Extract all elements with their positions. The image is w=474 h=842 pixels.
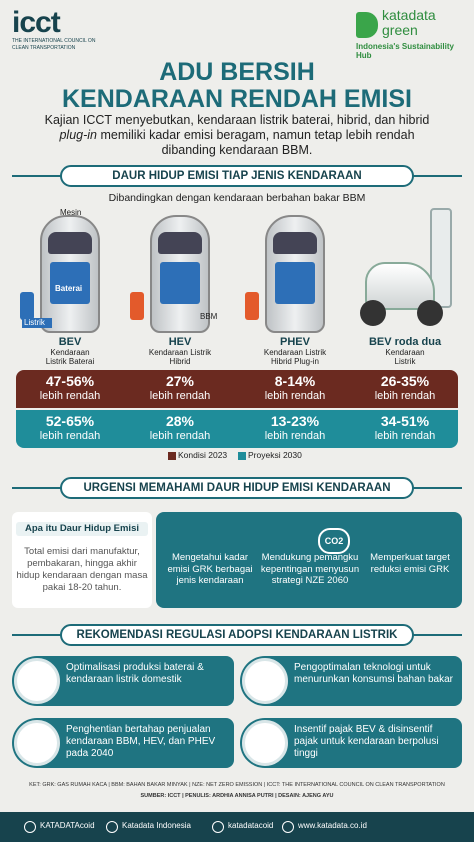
value-text: 34-51% (380, 413, 430, 429)
recommendation-icon (14, 720, 60, 766)
footer-credits: SUMBER: ICCT | PENULIS: ARDHIA ANNISA PU… (140, 793, 334, 799)
value-sub: lebih rendah (264, 430, 326, 442)
social-handle: Katadata Indonesia (122, 821, 191, 830)
section-pill: URGENSI MEMAHAMI DAUR HIDUP EMISI KENDAR… (60, 477, 414, 499)
section-pill: REKOMENDASI REGULASI ADOPSI KENDARAAN LI… (60, 624, 414, 646)
title-line: KENDARAAN RENDAH EMISI (61, 85, 412, 113)
fuel-pump (245, 292, 259, 320)
urgency-panel (156, 512, 462, 608)
row-band (16, 410, 458, 448)
part-label: BBM (200, 312, 218, 321)
title-line: ADU BERSIH (159, 58, 315, 86)
logo-icon (356, 12, 378, 38)
value-sub: lebih rendah (149, 430, 211, 442)
info-box-title: Apa itu Daur Hidup Emisi (16, 522, 148, 536)
legend-swatch (238, 452, 246, 460)
intro-part: memiliki kadar emisi beragam, namun teta… (97, 128, 415, 157)
logo-left: icct (12, 6, 61, 39)
logo-right: katadata green (382, 7, 436, 38)
value-text: 27% (165, 373, 195, 389)
car-window (48, 232, 92, 254)
social-handle: katadatacoid (228, 821, 274, 830)
vehicle-desc: Listrik Baterai (45, 357, 95, 366)
legend-label: Kondisi 2023 (178, 450, 228, 460)
row-band (16, 370, 458, 408)
section-subtitle: Dibandingkan dengan kendaraan berbahan b… (108, 192, 366, 204)
vehicle-desc: Kendaraan Listrik (148, 348, 212, 357)
social-handle: www.katadata.co.id (298, 821, 367, 830)
value-sub: lebih rendah (39, 390, 101, 402)
scooter-wheel (417, 300, 443, 326)
value-text: 8-14% (274, 373, 316, 389)
section-pill: DAUR HIDUP EMISI TIAP JENIS KENDARAAN (60, 165, 414, 187)
value-text: 52-65% (45, 413, 95, 429)
vehicle-desc: Hibrid (169, 357, 191, 366)
urgency-point: Mendukung pemangku kepentingan menyusun … (260, 552, 360, 586)
recommendation-text: Insentif pajak BEV & disinsentif pajak u… (294, 724, 439, 759)
vehicle-desc: Kendaraan (50, 348, 90, 357)
social-icon (212, 821, 224, 833)
vehicle-name: BEV roda dua (368, 336, 442, 348)
value-text: 28% (165, 413, 195, 429)
car-window (273, 232, 317, 254)
intro-part: plug-in (59, 128, 97, 142)
social-icon (106, 821, 118, 833)
legend-label: Proyeksi 2030 (248, 450, 302, 460)
value-sub: lebih rendah (39, 430, 101, 442)
part-label: Baterai (55, 284, 83, 293)
urgency-point: Mengetahui kadar emisi GRK berbagai jeni… (167, 552, 253, 586)
vehicle-desc: Hibrid Plug-in (270, 357, 320, 366)
fuel-pump (20, 292, 34, 320)
vehicle-name: HEV (168, 336, 192, 348)
car-battery (160, 262, 200, 304)
vehicle-name: BEV (58, 336, 82, 348)
part-label: Mesin (60, 208, 82, 217)
recommendation-icon (242, 720, 288, 766)
logo-right-sub: Indonesia's Sustainability Hub (356, 42, 454, 60)
social-bar (0, 812, 474, 842)
logo-left-sub: THE INTERNATIONAL COUNCIL ON CLEAN TRANS… (12, 38, 96, 51)
recommendation-icon (242, 658, 288, 704)
recommendation-icon (14, 658, 60, 704)
value-sub: lebih rendah (264, 390, 326, 402)
vehicle-desc: Kendaraan (385, 348, 425, 357)
intro-part: Kajian ICCT menyebutkan, kendaraan listr… (44, 113, 430, 127)
car-battery (50, 262, 90, 304)
social-icon (282, 821, 294, 833)
legend-swatch (168, 452, 176, 460)
social-handle: KATADATAcoid (40, 821, 95, 830)
recommendation-text: Penghentian bertahap penjualan kendaraan… (66, 724, 216, 759)
part-label: Listrik (22, 318, 52, 328)
value-sub: lebih rendah (374, 430, 436, 442)
fuel-pump (130, 292, 144, 320)
value-text: 47-56% (45, 373, 95, 389)
car-window (158, 232, 202, 254)
social-icon (24, 821, 36, 833)
scooter-wheel (360, 300, 386, 326)
recommendation-text: Pengoptimalan teknologi untuk menurunkan… (294, 662, 453, 685)
vehicle-desc: Listrik (394, 357, 416, 366)
vehicle-name: PHEV (280, 336, 310, 348)
recommendation-text: Optimalisasi produksi baterai & kendaraa… (66, 662, 204, 685)
urgency-point: Memperkuat target reduksi emisi GRK (370, 552, 450, 575)
value-text: 13-23% (270, 413, 320, 429)
footer-note: KET: GRK: GAS RUMAH KACA | BBM: BAHAN BA… (29, 782, 445, 788)
co2-icon: CO2 (318, 528, 350, 554)
intro-text: Kajian ICCT menyebutkan, kendaraan listr… (40, 113, 434, 157)
car-battery (275, 262, 315, 304)
vehicle-desc: Kendaraan Listrik (263, 348, 327, 357)
value-sub: lebih rendah (374, 390, 436, 402)
value-sub: lebih rendah (149, 390, 211, 402)
value-text: 26-35% (380, 373, 430, 389)
info-box-text: Total emisi dari manufaktur, pembakaran,… (16, 546, 148, 593)
